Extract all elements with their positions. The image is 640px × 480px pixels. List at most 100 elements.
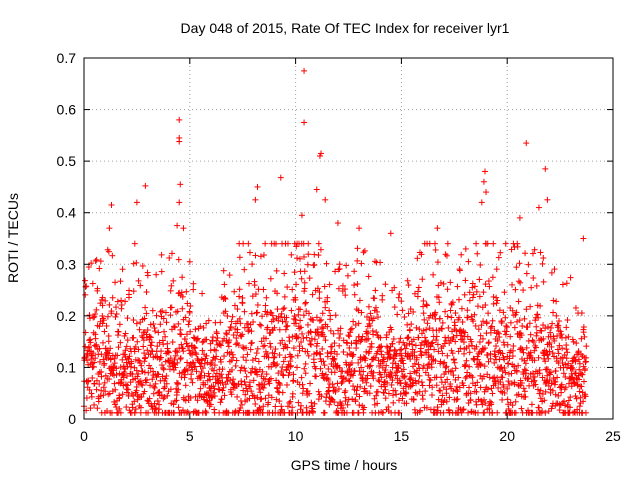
data-point [311, 336, 318, 343]
data-point [546, 339, 553, 346]
data-point [209, 334, 216, 341]
y-tick-label: 0.5 [57, 153, 77, 169]
data-point [430, 406, 437, 413]
data-point [160, 341, 167, 348]
data-point [250, 318, 257, 325]
data-point [129, 371, 136, 378]
data-point [89, 364, 96, 371]
data-point [239, 300, 246, 307]
data-point [481, 345, 488, 352]
data-point [178, 331, 185, 338]
data-point [133, 199, 140, 206]
data-point [103, 322, 110, 329]
data-point [444, 376, 451, 383]
data-point [113, 371, 120, 378]
data-point [226, 337, 233, 344]
data-point [304, 348, 311, 355]
data-point [187, 303, 194, 310]
data-point [563, 280, 570, 287]
data-point [234, 306, 241, 313]
data-point [366, 363, 373, 370]
data-point [552, 368, 559, 375]
data-point [82, 283, 89, 290]
data-point [471, 283, 478, 290]
data-point [88, 356, 95, 363]
data-point [492, 343, 499, 350]
data-point [572, 358, 579, 365]
data-point [237, 320, 244, 327]
data-point [283, 314, 290, 321]
data-point [130, 392, 137, 399]
data-point [251, 395, 258, 402]
data-point [337, 330, 344, 337]
data-point [252, 291, 259, 298]
data-point [381, 389, 388, 396]
data-point [278, 403, 285, 410]
data-point [91, 342, 98, 349]
data-point [218, 371, 225, 378]
data-point [482, 281, 489, 288]
data-point [513, 309, 520, 316]
data-point [463, 357, 470, 364]
data-point [340, 348, 347, 355]
data-point [184, 359, 191, 366]
data-point [542, 388, 549, 395]
data-point [544, 366, 551, 373]
data-point [562, 361, 569, 368]
data-point [569, 366, 576, 373]
data-point [407, 306, 414, 313]
data-point [271, 350, 278, 357]
data-point [389, 360, 396, 367]
data-point [306, 390, 313, 397]
data-point [301, 67, 308, 74]
data-point [504, 385, 511, 392]
data-point [453, 386, 460, 393]
data-point [163, 319, 170, 326]
data-point [122, 298, 129, 305]
data-point [383, 362, 390, 369]
data-point [340, 404, 347, 411]
data-point [417, 345, 424, 352]
data-point [314, 326, 321, 333]
data-point [563, 324, 570, 331]
data-point [289, 404, 296, 411]
data-point [126, 353, 133, 360]
data-point [258, 322, 265, 329]
data-point [294, 334, 301, 341]
data-point [559, 345, 566, 352]
data-point [150, 390, 157, 397]
data-point [466, 363, 473, 370]
data-point [348, 359, 355, 366]
data-point [538, 327, 545, 334]
data-point [556, 401, 563, 408]
data-point [170, 360, 177, 367]
data-point [120, 374, 127, 381]
data-point [112, 313, 119, 320]
data-point [437, 279, 444, 286]
data-point [452, 310, 459, 317]
data-point [305, 251, 312, 258]
data-point [462, 277, 469, 284]
data-point [496, 347, 503, 354]
data-point [372, 304, 379, 311]
data-point [360, 368, 367, 375]
data-point [556, 318, 563, 325]
data-point [451, 322, 458, 329]
data-point [302, 360, 309, 367]
data-point [413, 354, 420, 361]
data-point [554, 346, 561, 353]
data-point [558, 389, 565, 396]
data-point [218, 396, 225, 403]
data-point [558, 381, 565, 388]
data-point [248, 388, 255, 395]
data-point [339, 378, 346, 385]
data-point [349, 372, 356, 379]
data-point [549, 387, 556, 394]
data-point [416, 326, 423, 333]
data-point [151, 384, 158, 391]
data-point [367, 310, 374, 317]
data-point [412, 389, 419, 396]
data-point [248, 339, 255, 346]
data-point [186, 318, 193, 325]
